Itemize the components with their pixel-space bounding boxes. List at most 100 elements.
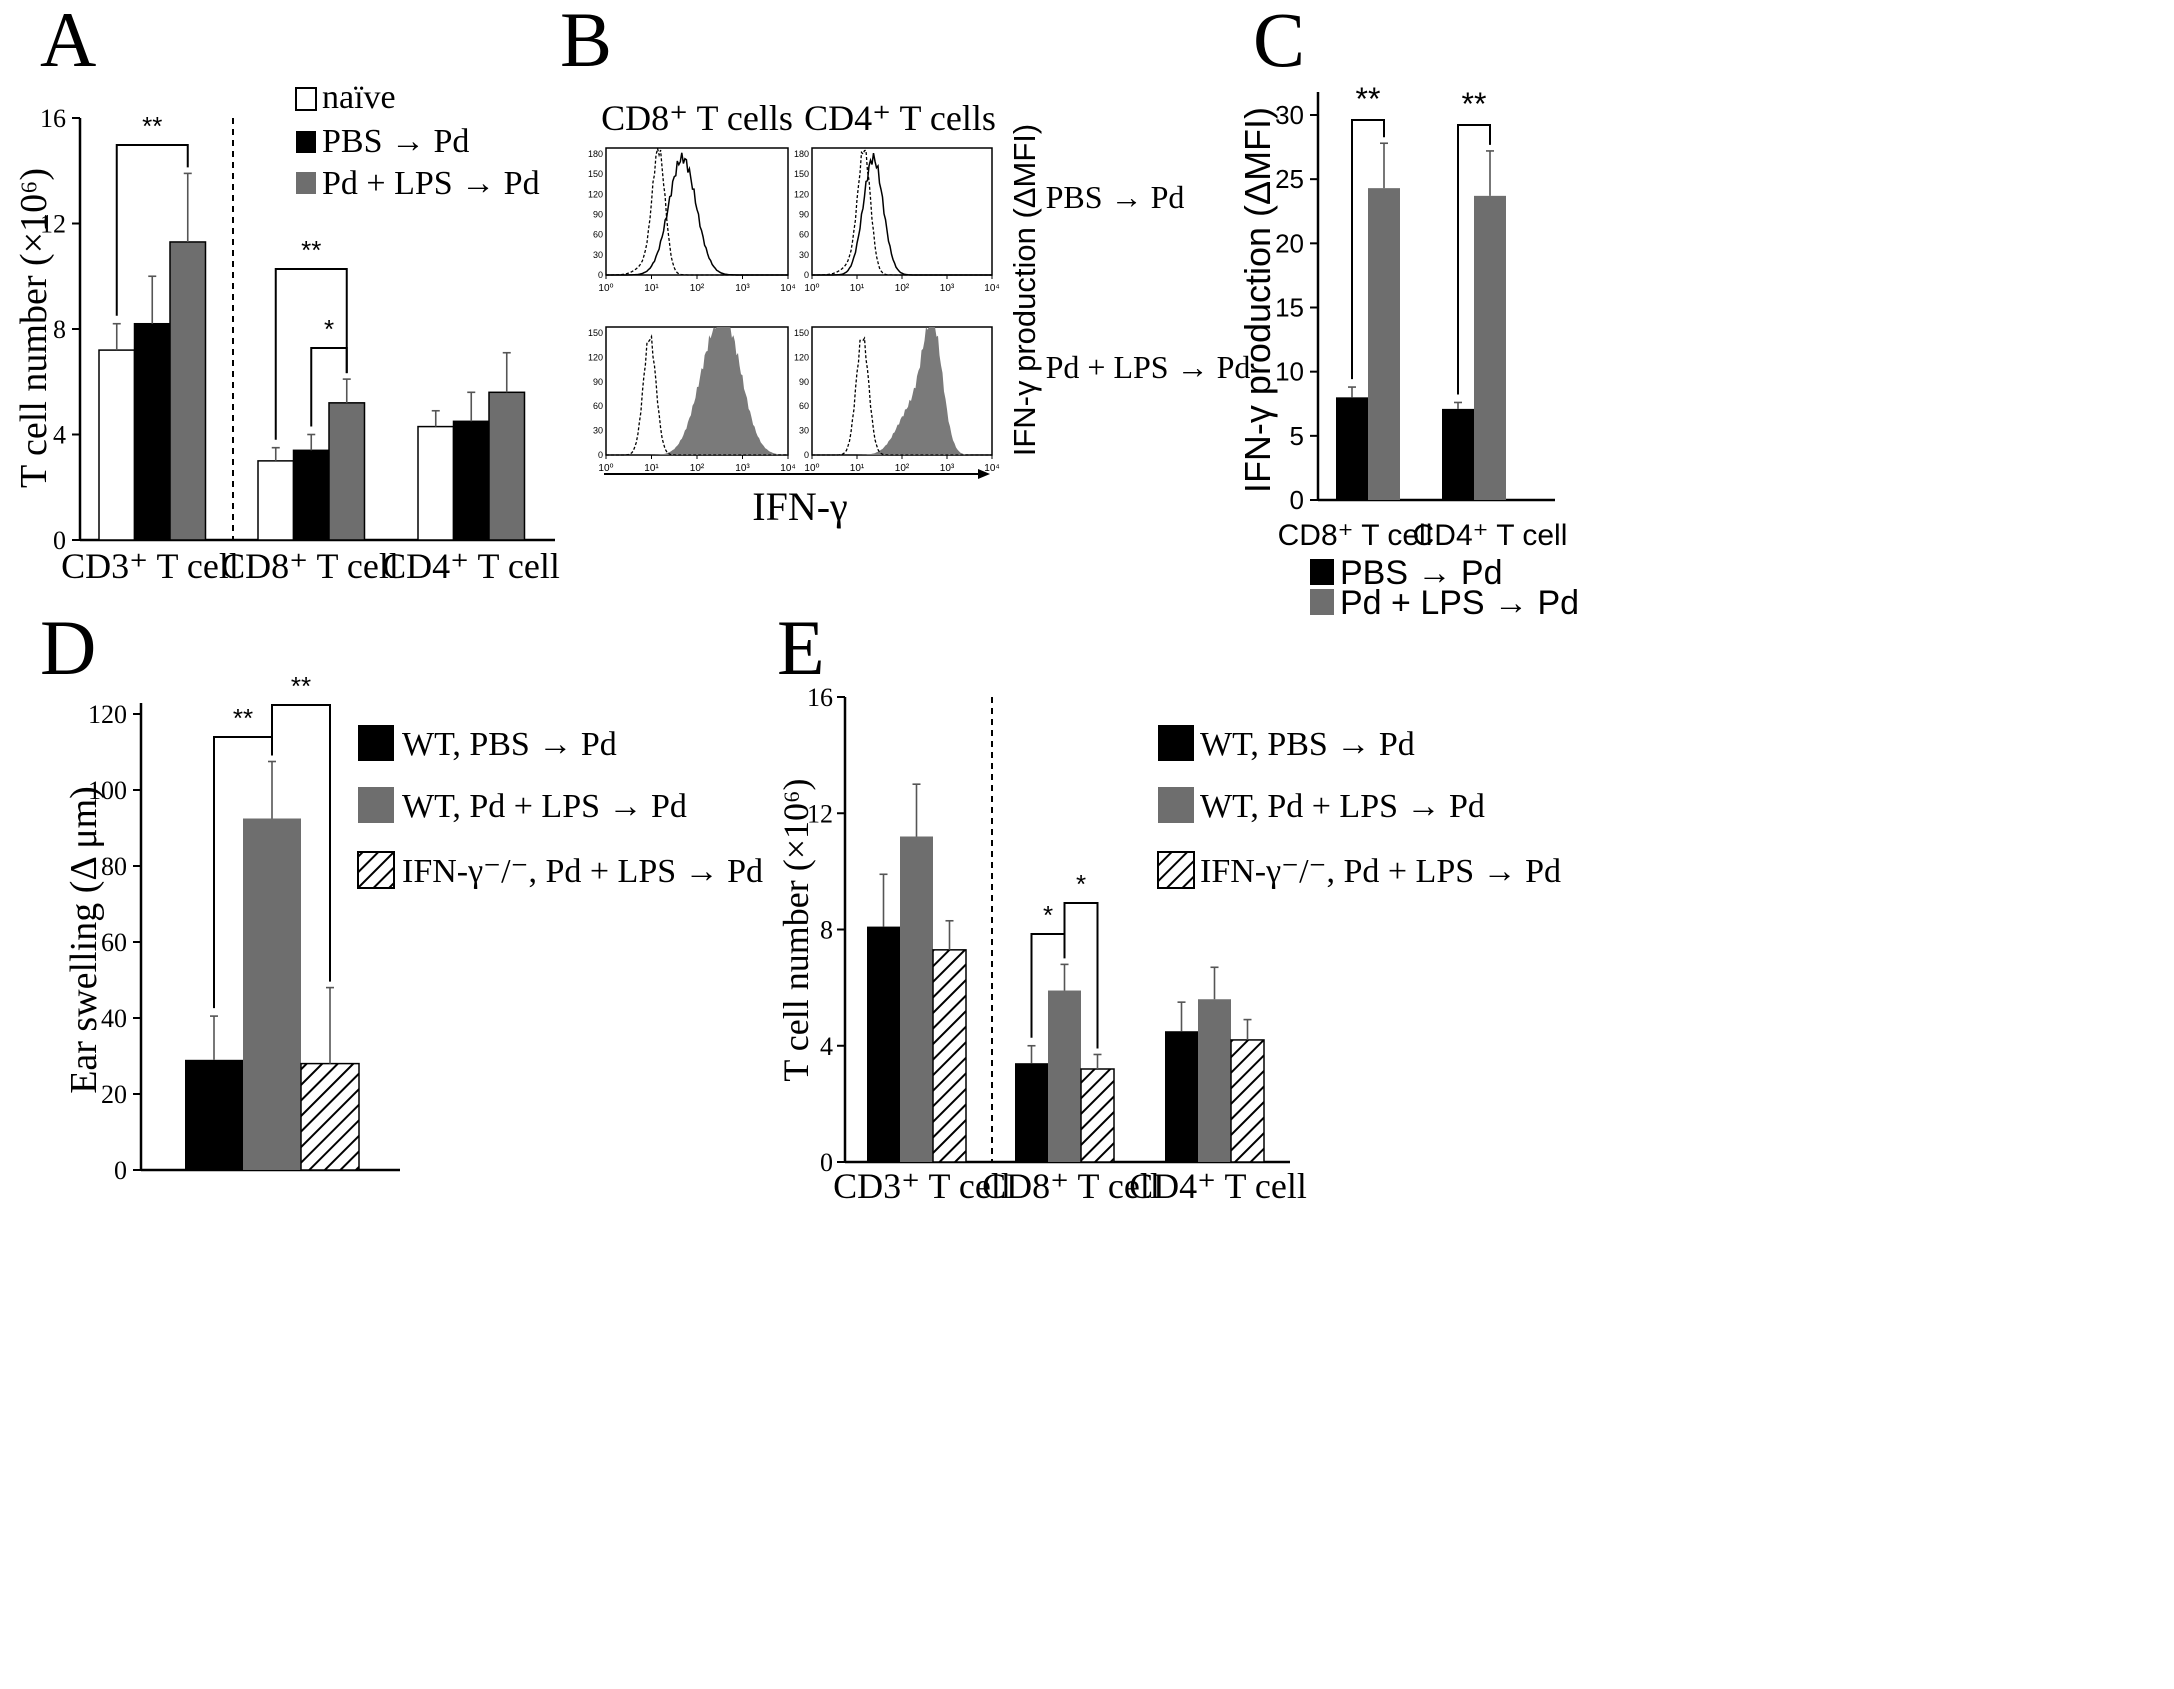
y-tick-label: 150 [794, 169, 809, 179]
y-tick-label: 8 [53, 315, 66, 344]
legend-label-wt-pbs: WT, PBS → Pd [1200, 726, 1415, 763]
y-tick-label: 10 [1275, 357, 1304, 387]
y-tick-label: 100 [88, 776, 127, 805]
significance-label: ** [233, 703, 253, 733]
panel-c-y-axis-label: IFN-γ production (ΔMFI) [1237, 107, 1278, 493]
y-tick-label: 90 [799, 210, 809, 220]
x-tick-label: 10² [690, 463, 705, 474]
y-tick-label: 30 [799, 250, 809, 260]
y-tick-label: 0 [53, 526, 66, 555]
category-label: CD3⁺ T cell [61, 546, 239, 586]
histogram-plot: 10⁰ 10¹ 10² 10³ 10⁴ 0 30 60 90 120 150 180 [588, 147, 796, 294]
legend-swatch-pbs [296, 131, 316, 153]
histogram-plot: 10⁰ 10¹ 10² 10³ 10⁴ 0 30 60 90 120 150 [588, 326, 796, 474]
bar [488, 391, 526, 541]
y-tick-label: 30 [1275, 100, 1304, 130]
histogram-plot: 10⁰ 10¹ 10² 10³ 10⁴ 0 30 60 90 120 150 [794, 326, 1000, 474]
y-tick-label: 4 [820, 1032, 833, 1061]
col-title-cd8: CD8⁺ T cells [601, 98, 793, 138]
significance-label: * [324, 314, 334, 344]
x-tick-label: 10² [895, 283, 910, 294]
category-label: CD4⁺ T cell [382, 546, 560, 586]
y-tick-label: 0 [598, 270, 603, 280]
panel-label-a: A [40, 0, 96, 83]
legend-swatch-wt-lps [358, 787, 394, 823]
y-tick-label: 60 [799, 401, 809, 411]
bar [417, 425, 455, 541]
significance-bracket [274, 268, 348, 440]
x-tick-label: 10⁴ [780, 463, 795, 474]
x-tick-label: 10² [690, 283, 705, 294]
category-label: CD8⁺ T cell [982, 1166, 1160, 1206]
panel-d-y-axis-label: Ear swelling (Δ μm) [63, 786, 105, 1094]
y-tick-label: 120 [794, 352, 809, 362]
legend-swatch-ko [357, 851, 395, 889]
x-tick-label: 10⁰ [804, 283, 819, 294]
x-tick-label: 10¹ [644, 283, 659, 294]
legend-label-naive: naïve [322, 79, 396, 116]
y-tick-label: 60 [799, 230, 809, 240]
bar [243, 818, 301, 1170]
bar [900, 836, 933, 1162]
y-tick-label: 90 [593, 210, 603, 220]
y-tick-label: 60 [593, 401, 603, 411]
significance-bracket [310, 347, 348, 427]
x-tick-label: 10² [895, 463, 910, 474]
significance-label: ** [142, 111, 162, 141]
y-tick-label: 30 [593, 250, 603, 260]
x-tick-label: 10⁰ [598, 463, 613, 474]
bar [867, 926, 900, 1162]
panel-label-e: E [777, 604, 825, 691]
bar [1442, 408, 1474, 500]
panel-c-legend: PBS → Pd Pd + LPS → Pd [1310, 554, 1579, 622]
x-tick-label: 10⁴ [780, 283, 795, 294]
y-tick-label: 25 [1275, 164, 1304, 194]
panel-a-legend: naïve PBS → Pd Pd + LPS → Pd [295, 79, 540, 202]
y-tick-label: 120 [588, 189, 603, 199]
legend-label-ko: IFN-γ⁻/⁻, Pd + LPS → Pd [1200, 853, 1561, 890]
bar [1165, 1031, 1198, 1162]
y-tick-label: 0 [804, 450, 809, 460]
bar [1048, 990, 1081, 1162]
x-tick-label: 10⁰ [598, 283, 613, 294]
y-tick-label: 0 [598, 450, 603, 460]
histogram-frame [811, 147, 993, 276]
y-tick-label: 180 [588, 149, 603, 159]
legend-label-wt-pbs: WT, PBS → Pd [402, 726, 617, 763]
legend-swatch-wt-lps [1158, 787, 1194, 823]
y-tick-label: 0 [804, 270, 809, 280]
y-tick-label: 180 [794, 149, 809, 159]
panel-d: D Ear swelling (Δ μm) 0 20 40 60 80 100 120 **… [40, 604, 763, 1185]
category-label: CD4⁺ T cell [1413, 519, 1568, 552]
legend-label-pbs: PBS → Pd [322, 123, 469, 160]
y-tick-label: 90 [593, 377, 603, 387]
panel-b: B CD8⁺ T cells CD4⁺ T cells PBS → Pd Pd … [560, 0, 1250, 529]
bar [257, 460, 295, 541]
y-tick-label: 16 [40, 104, 66, 133]
y-tick-label: 30 [593, 426, 603, 436]
x-tick-label: 10³ [940, 463, 955, 474]
bar [292, 449, 330, 541]
panel-e-y-axis-label: T cell number (×10⁶) [776, 778, 816, 1081]
bar [1368, 188, 1400, 500]
panel-b-x-arrowhead [978, 469, 990, 479]
legend-swatch-ko [1157, 851, 1195, 889]
significance-label: ** [1356, 81, 1381, 117]
bar [169, 241, 207, 541]
y-tick-label: 30 [799, 426, 809, 436]
x-tick-label: 10³ [735, 283, 750, 294]
legend-swatch-lps [296, 172, 316, 194]
panel-b-x-label: IFN-γ [752, 484, 847, 529]
panel-e-legend: WT, PBS → Pd WT, Pd + LPS → Pd IFN-γ⁻/⁻,… [1157, 725, 1561, 890]
x-tick-label: 10⁴ [984, 463, 999, 474]
significance-label: ** [1462, 86, 1487, 122]
histogram-stained-fill [606, 327, 788, 455]
panel-e: E T cell number (×10⁶) 0 4 8 12 16 * * CD3⁺ T… [776, 604, 1561, 1206]
bar [932, 949, 967, 1163]
y-tick-label: 80 [101, 852, 127, 881]
legend-label-lps: Pd + LPS → Pd [1340, 584, 1579, 622]
legend-label-pbs: PBS → Pd [1340, 554, 1503, 592]
panel-c: C IFN-γ production (ΔMFI) 0 5 10 15 20 25 30 *… [1237, 0, 1579, 622]
y-tick-label: 20 [1275, 228, 1304, 258]
